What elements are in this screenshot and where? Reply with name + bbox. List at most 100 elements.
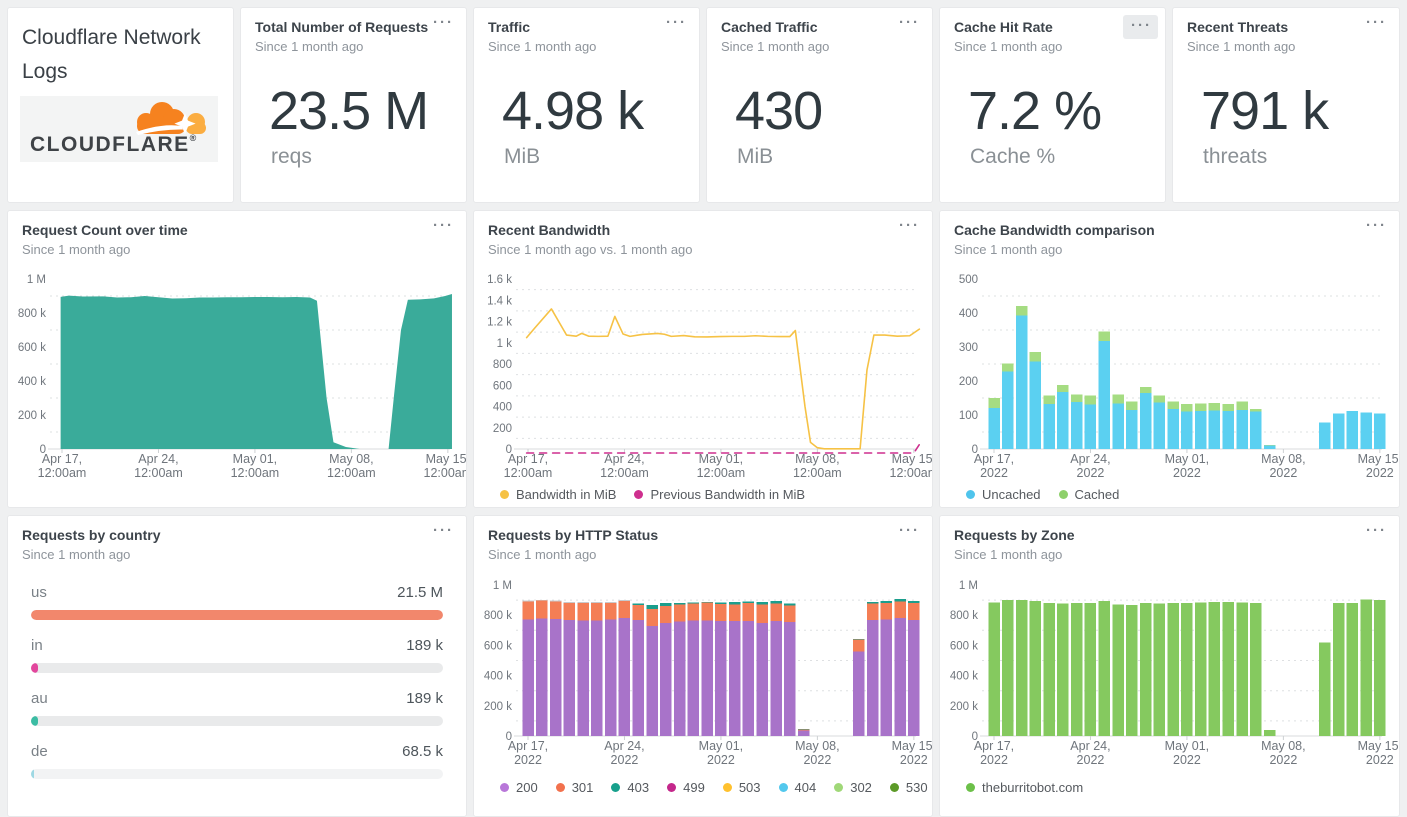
svg-text:2022: 2022	[1366, 466, 1394, 480]
cloudflare-logo-text: CLOUDFLARE®	[30, 133, 198, 156]
legend-item-503[interactable]: 503	[722, 780, 761, 795]
legend-color-dot-icon	[889, 783, 899, 792]
svg-text:800 k: 800 k	[484, 610, 512, 622]
stat-value: 7.2 %	[968, 81, 1102, 141]
panel-menu-icon[interactable]: ···	[899, 522, 920, 539]
svg-text:0: 0	[972, 731, 978, 743]
legend-item-bandwidth-in-mib[interactable]: Bandwidth in MiB	[500, 487, 616, 502]
legend-item-526[interactable]: 526	[500, 813, 538, 816]
panel-cached-traffic: ··· Cached Traffic Since 1 month ago 430…	[706, 7, 933, 203]
legend-item-uncached[interactable]: Uncached	[966, 487, 1041, 502]
request-count-chart[interactable]: 1 M 800 k 600 k 400 k 200 k 0 Apr 17, 12:00am Ap…	[18, 267, 466, 483]
svg-text:May 15,: May 15,	[892, 739, 933, 753]
legend-label: 200	[516, 780, 538, 795]
svg-text:600 k: 600 k	[18, 342, 46, 354]
svg-text:12:00am: 12:00am	[600, 466, 649, 480]
svg-text:May 08,: May 08,	[795, 452, 839, 466]
chart-legend: Bandwidth in MiB Previous Bandwidth in Mi…	[486, 487, 921, 502]
country-bar-gauge: us 21.5 M in 189 k au 189 k de 68.5 k	[8, 584, 466, 796]
legend-item-524[interactable]: 524	[556, 813, 594, 816]
panel-menu-icon[interactable]: ···	[899, 217, 920, 234]
panel-menu-icon[interactable]: ···	[1366, 14, 1387, 31]
panel-recent-threats: ··· Recent Threats Since 1 month ago 791…	[1172, 7, 1400, 203]
stat-unit: reqs	[271, 145, 312, 168]
svg-text:12:00am: 12:00am	[231, 466, 280, 480]
svg-text:400: 400	[493, 402, 512, 414]
svg-text:1.4 k: 1.4 k	[487, 295, 512, 307]
stat-unit: threats	[1203, 145, 1268, 168]
svg-text:0: 0	[506, 731, 512, 743]
dashboard-title: Cloudflare Network Logs	[22, 26, 201, 83]
panel-title: Requests by country	[22, 527, 161, 543]
svg-text:2022: 2022	[1269, 466, 1297, 480]
panel-menu-icon[interactable]: ···	[1123, 15, 1158, 39]
svg-text:200: 200	[493, 423, 512, 435]
svg-text:2022: 2022	[1366, 753, 1394, 767]
legend-color-dot-icon	[611, 783, 621, 792]
panel-menu-icon[interactable]: ···	[899, 14, 920, 31]
legend-item-cached[interactable]: Cached	[1058, 487, 1119, 502]
legend-label: 499	[683, 780, 705, 795]
svg-text:1 k: 1 k	[497, 338, 513, 350]
panel-subtitle: Since 1 month ago	[1187, 39, 1296, 54]
cache-bandwidth-chart[interactable]: 500 400 300 200 100 0 Apr 17, 2022 Apr 24, 2022 Ma…	[952, 267, 1399, 502]
legend-item-302[interactable]: 302	[834, 780, 872, 795]
country-bar-track	[31, 716, 443, 726]
panel-menu-icon[interactable]: ···	[433, 14, 454, 31]
svg-text:May 08,: May 08,	[795, 739, 839, 753]
svg-text:Apr 24,: Apr 24,	[1070, 452, 1110, 466]
legend-color-dot-icon	[966, 490, 975, 499]
legend-label: Previous Bandwidth in MiB	[650, 487, 806, 502]
svg-text:200 k: 200 k	[950, 701, 978, 713]
svg-text:600: 600	[493, 380, 512, 392]
legend-color-dot-icon	[555, 783, 565, 792]
legend-color-dot-icon	[634, 490, 644, 499]
legend-label: 404	[794, 780, 817, 795]
chart-legend: 200 301 403 499 503 404 302 530 526 524	[486, 780, 932, 816]
legend-item-499[interactable]: 499	[667, 780, 705, 795]
panel-menu-icon[interactable]: ···	[666, 14, 687, 31]
country-bar-track	[31, 663, 443, 673]
country-row-us: us 21.5 M	[31, 584, 443, 620]
legend-color-dot-icon	[778, 783, 788, 792]
svg-text:2022: 2022	[1077, 753, 1105, 767]
svg-text:May 15,: May 15,	[1358, 452, 1400, 466]
panel-recent-bandwidth: ··· Recent Bandwidth Since 1 month ago v…	[473, 210, 933, 508]
legend-item-403[interactable]: 403	[611, 780, 649, 795]
svg-text:400 k: 400 k	[18, 376, 46, 388]
http-status-chart[interactable]: 1 M 800 k 600 k 400 k 200 k 0 Apr 17, 2022 Apr 2…	[484, 572, 933, 816]
legend-item-theburritobot-com[interactable]: theburritobot.com	[966, 780, 1083, 795]
legend-item-530[interactable]: 530	[889, 780, 928, 795]
chart-legend: Uncached Cached	[952, 487, 1387, 502]
svg-text:2022: 2022	[1173, 466, 1201, 480]
legend-item-404[interactable]: 404	[778, 780, 817, 795]
svg-text:12:00am: 12:00am	[697, 466, 746, 480]
svg-text:400 k: 400 k	[950, 671, 978, 683]
panel-title: Request Count over time	[22, 222, 188, 238]
legend-color-dot-icon	[1058, 490, 1068, 499]
panel-menu-icon[interactable]: ···	[1366, 217, 1387, 234]
panel-menu-icon[interactable]: ···	[433, 217, 454, 234]
panel-menu-icon[interactable]: ···	[433, 522, 454, 539]
legend-item-301[interactable]: 301	[555, 780, 594, 795]
svg-text:300: 300	[959, 342, 978, 354]
legend-color-dot-icon	[834, 783, 844, 792]
panel-menu-icon[interactable]: ···	[1366, 522, 1387, 539]
legend-color-dot-icon	[966, 783, 975, 792]
panel-cache-bandwidth: ··· Cache Bandwidth comparison Since 1 m…	[939, 210, 1400, 508]
legend-label: Bandwidth in MiB	[516, 487, 617, 502]
country-bar-track	[31, 610, 443, 620]
country-bar-track	[31, 769, 443, 779]
legend-label: 301	[571, 780, 594, 795]
legend-item-previous-bandwidth-in-mib[interactable]: Previous Bandwidth in MiB	[634, 487, 805, 502]
cloudflare-logo: CLOUDFLARE®	[20, 96, 218, 162]
stat-value: 430	[735, 81, 823, 141]
svg-text:Apr 24,: Apr 24,	[604, 739, 644, 753]
legend-item-200[interactable]: 200	[500, 780, 538, 795]
zone-chart[interactable]: 1 M 800 k 600 k 400 k 200 k 0 Apr 17, 2022 Apr 2…	[950, 572, 1399, 795]
svg-text:May 08,: May 08,	[329, 452, 373, 466]
legend-label: 524	[572, 813, 594, 816]
svg-text:500: 500	[959, 274, 978, 286]
svg-text:2022: 2022	[514, 753, 542, 767]
